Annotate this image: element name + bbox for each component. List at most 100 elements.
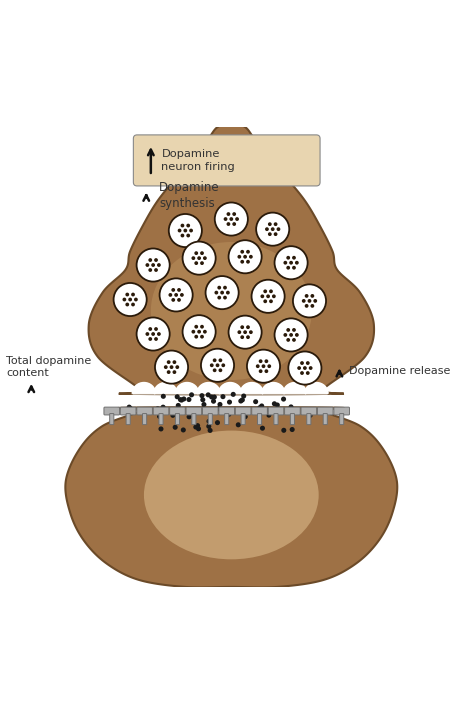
Circle shape [131,407,136,412]
Circle shape [289,261,293,265]
Circle shape [310,304,314,308]
Circle shape [286,338,290,342]
Circle shape [246,326,250,329]
Circle shape [292,328,296,332]
Circle shape [253,399,258,404]
Circle shape [196,426,201,431]
Text: Dopamine
neuron firing: Dopamine neuron firing [162,149,235,171]
Circle shape [236,422,241,428]
FancyBboxPatch shape [202,407,218,415]
Circle shape [237,255,241,258]
Circle shape [268,222,272,226]
Circle shape [267,364,271,368]
Ellipse shape [144,431,319,559]
Circle shape [168,293,172,297]
Circle shape [180,293,184,297]
Circle shape [289,333,293,337]
Circle shape [308,299,311,303]
Polygon shape [133,383,155,394]
Circle shape [216,406,221,411]
Circle shape [214,291,218,295]
Circle shape [154,258,158,262]
Circle shape [128,406,133,411]
Circle shape [265,227,269,231]
Circle shape [179,398,184,403]
FancyBboxPatch shape [170,407,185,415]
Circle shape [193,425,198,430]
FancyBboxPatch shape [219,407,235,415]
Circle shape [286,328,290,332]
Circle shape [175,366,179,369]
Circle shape [295,408,300,413]
Circle shape [186,397,191,402]
Text: Total dopamine
content: Total dopamine content [6,356,91,378]
FancyBboxPatch shape [109,413,114,425]
Circle shape [269,299,273,303]
Circle shape [186,223,190,228]
FancyBboxPatch shape [208,413,212,425]
Circle shape [240,326,244,329]
Circle shape [313,299,317,303]
Circle shape [197,256,201,260]
Circle shape [229,217,233,221]
Polygon shape [219,383,241,394]
Circle shape [169,214,202,247]
Circle shape [308,413,313,418]
Circle shape [232,222,236,226]
Circle shape [177,288,181,292]
Text: Dopamine release: Dopamine release [348,366,450,376]
Circle shape [206,392,211,398]
Circle shape [131,303,135,306]
Circle shape [212,395,217,400]
Circle shape [305,304,309,308]
Circle shape [226,291,230,295]
Circle shape [240,398,245,403]
Circle shape [271,227,274,231]
Circle shape [218,296,221,299]
Circle shape [264,359,268,363]
Circle shape [281,396,286,401]
Circle shape [220,291,224,295]
Circle shape [237,331,241,334]
Circle shape [240,250,244,253]
Circle shape [154,337,158,341]
Circle shape [186,233,190,238]
Circle shape [155,406,160,411]
FancyBboxPatch shape [268,407,284,415]
Circle shape [213,368,217,372]
Circle shape [177,298,181,302]
Circle shape [273,232,277,236]
Circle shape [273,222,277,226]
Circle shape [137,318,170,351]
Circle shape [173,361,176,364]
Circle shape [235,217,239,221]
Circle shape [256,364,260,368]
Circle shape [210,363,214,367]
FancyBboxPatch shape [126,413,130,425]
Circle shape [148,258,152,262]
Circle shape [216,363,219,367]
Circle shape [151,332,155,336]
Circle shape [283,333,287,337]
Circle shape [174,293,178,297]
Circle shape [208,428,213,433]
Circle shape [182,241,216,275]
Circle shape [243,255,247,258]
Circle shape [181,428,186,433]
Circle shape [306,361,310,365]
Circle shape [272,294,276,298]
Polygon shape [284,383,306,394]
Circle shape [182,315,216,348]
Circle shape [160,278,193,311]
Circle shape [183,228,187,233]
Circle shape [288,351,321,385]
Circle shape [157,414,162,419]
Circle shape [228,240,262,273]
Circle shape [182,396,186,401]
FancyBboxPatch shape [323,413,328,425]
Circle shape [200,393,204,398]
Circle shape [194,261,198,265]
Circle shape [176,403,181,408]
Polygon shape [65,407,397,588]
Circle shape [206,424,211,429]
